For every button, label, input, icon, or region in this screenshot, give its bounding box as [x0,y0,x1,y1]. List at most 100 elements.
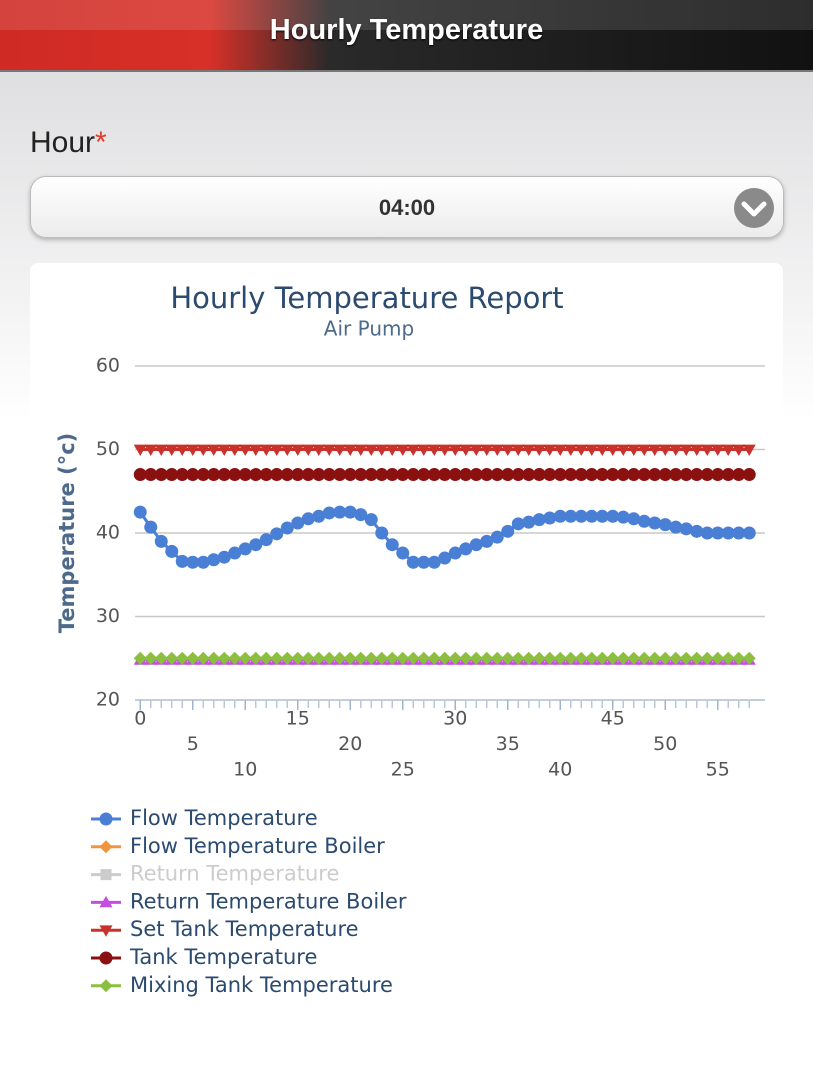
data-point [438,468,452,482]
data-point [616,444,630,456]
data-point [427,555,441,569]
legend-marker [99,840,113,854]
data-point [721,444,735,456]
data-point [354,651,368,665]
data-point [490,651,504,665]
data-point [312,468,326,482]
data-point [532,468,546,482]
data-point [679,522,693,536]
legend-item[interactable]: Set Tank Temperature [91,917,359,941]
data-point [448,546,462,560]
x-tick-label: 35 [496,733,520,755]
data-point [606,509,620,523]
data-point [553,468,567,482]
data-point [553,509,567,523]
data-point [186,468,200,482]
legend-item[interactable]: Flow Temperature [91,806,318,830]
data-point [595,509,609,523]
chart-subtitle: Air Pump [324,317,414,341]
data-point [322,651,336,665]
chart-card [30,263,783,1079]
data-point [406,555,420,569]
x-tick-label: 45 [601,708,625,730]
data-point [312,651,326,665]
data-point [354,508,368,522]
data-point [564,444,578,456]
data-point [637,444,651,456]
data-point [133,468,147,482]
data-point [742,651,756,665]
data-point [322,506,336,520]
data-point [144,520,158,534]
data-point [333,444,347,456]
legend-marker [99,951,113,965]
data-point [133,651,147,665]
data-point [669,520,683,534]
data-point [501,468,515,482]
data-point [700,444,714,456]
x-tick-label: 30 [443,708,467,730]
data-point [154,468,168,482]
data-point [186,651,200,665]
legend-item[interactable]: Return Temperature Boiler [91,889,407,913]
data-point [238,468,252,482]
data-point [606,444,620,456]
data-point [480,468,494,482]
data-point [301,512,315,526]
data-point [585,444,599,456]
data-point [175,468,189,482]
x-tick-label: 10 [233,759,257,781]
x-tick-label: 40 [548,759,572,781]
data-point [396,468,410,482]
x-tick-label: 50 [653,733,677,755]
data-point [553,444,567,456]
legend-item[interactable]: Return Temperature [91,862,339,886]
y-tick-label: 30 [96,605,120,627]
data-point [711,651,725,665]
data-point [354,468,368,482]
data-point [511,444,525,456]
x-tick-label: 5 [187,733,199,755]
data-point [532,651,546,665]
legend-label: Return Temperature [130,862,339,886]
data-point [658,651,672,665]
data-point [669,651,683,665]
data-point [322,468,336,482]
legend-item[interactable]: Tank Temperature [91,945,317,969]
data-point [438,551,452,565]
data-point [375,526,389,540]
data-point [637,514,651,528]
y-tick-label: 60 [96,355,120,377]
x-tick-label: 0 [134,708,146,730]
data-point [721,526,735,540]
hour-select[interactable]: 04:00 [30,176,784,238]
data-point [490,530,504,544]
data-point [417,651,431,665]
data-point [501,651,515,665]
data-point [375,651,389,665]
y-axis-title: Temperature (°c) [55,433,79,634]
dropdown-icon [734,188,774,228]
data-point [742,444,756,456]
data-point [270,527,284,541]
data-point [280,468,294,482]
data-point [301,468,315,482]
legend-item[interactable]: Flow Temperature Boiler [91,834,385,858]
data-point [343,468,357,482]
data-point [270,444,284,456]
data-point [501,524,515,538]
data-point [700,526,714,540]
data-point [228,651,242,665]
data-point [543,651,557,665]
data-point [700,651,714,665]
legend-marker [99,812,113,826]
data-point [375,444,389,456]
legend-item[interactable]: Mixing Tank Temperature [91,973,393,997]
data-point [438,444,452,456]
data-point [679,444,693,456]
data-point [427,444,441,456]
data-point [270,468,284,482]
data-point [249,468,263,482]
data-point [312,509,326,523]
data-point [385,538,399,552]
